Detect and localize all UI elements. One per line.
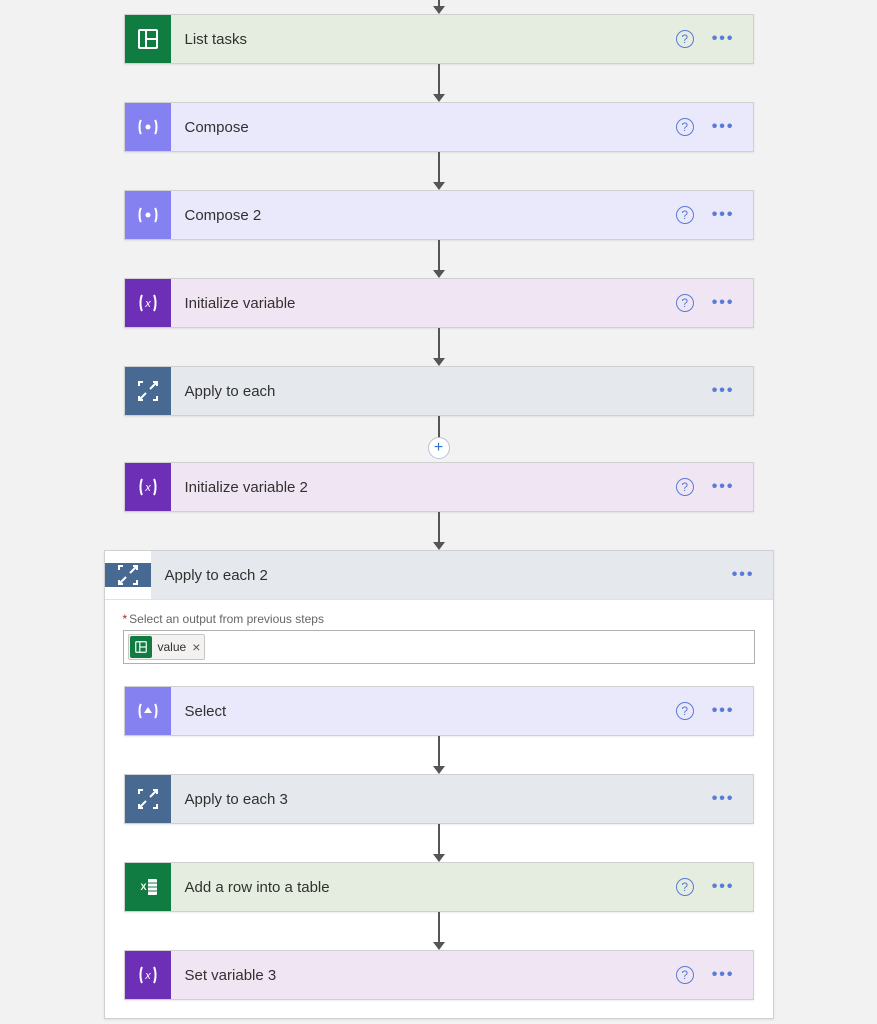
output-field-label: *Select an output from previous steps bbox=[123, 612, 755, 626]
more-icon[interactable]: ••• bbox=[708, 30, 739, 48]
step-list-tasks[interactable]: List tasks ? ••• bbox=[124, 14, 754, 64]
more-icon[interactable]: ••• bbox=[708, 118, 739, 136]
step-title: List tasks bbox=[185, 31, 676, 48]
more-icon[interactable]: ••• bbox=[708, 878, 739, 896]
add-step-button[interactable]: + bbox=[428, 437, 450, 459]
help-icon[interactable]: ? bbox=[676, 30, 694, 48]
required-asterisk: * bbox=[123, 612, 128, 626]
more-icon[interactable]: ••• bbox=[708, 790, 739, 808]
more-icon[interactable]: ••• bbox=[708, 966, 739, 984]
svg-text:x: x bbox=[144, 482, 151, 494]
loop-icon bbox=[105, 563, 151, 587]
help-icon[interactable]: ? bbox=[676, 294, 694, 312]
token-label: value bbox=[158, 640, 187, 654]
step-initialize-variable[interactable]: x Initialize variable ? ••• bbox=[124, 278, 754, 328]
help-icon[interactable]: ? bbox=[676, 478, 694, 496]
step-title: Add a row into a table bbox=[185, 879, 676, 896]
more-icon[interactable]: ••• bbox=[708, 702, 739, 720]
token-remove-icon[interactable]: × bbox=[192, 639, 200, 655]
help-icon[interactable]: ? bbox=[676, 118, 694, 136]
more-icon[interactable]: ••• bbox=[708, 294, 739, 312]
step-apply-to-each-3[interactable]: Apply to each 3 ••• bbox=[124, 774, 754, 824]
more-icon[interactable]: ••• bbox=[708, 382, 739, 400]
step-title: Compose 2 bbox=[185, 207, 676, 224]
loop-icon bbox=[125, 367, 171, 415]
select-icon bbox=[125, 687, 171, 735]
step-select[interactable]: Select ? ••• bbox=[124, 686, 754, 736]
step-title: Set variable 3 bbox=[185, 967, 676, 984]
step-title: Select bbox=[185, 703, 676, 720]
compose-icon bbox=[125, 103, 171, 151]
svg-text:X: X bbox=[140, 882, 146, 892]
variable-icon: x bbox=[125, 463, 171, 511]
step-title: Compose bbox=[185, 119, 676, 136]
excel-icon: X bbox=[125, 863, 171, 911]
planner-icon bbox=[125, 15, 171, 63]
step-compose-2[interactable]: Compose 2 ? ••• bbox=[124, 190, 754, 240]
help-icon[interactable]: ? bbox=[676, 206, 694, 224]
compose-icon bbox=[125, 191, 171, 239]
more-icon[interactable]: ••• bbox=[708, 478, 739, 496]
step-apply-to-each[interactable]: Apply to each ••• bbox=[124, 366, 754, 416]
svg-text:x: x bbox=[144, 970, 151, 982]
token-value[interactable]: value × bbox=[128, 634, 206, 660]
step-title: Apply to each 3 bbox=[185, 791, 708, 808]
step-apply-to-each-2-expanded: Apply to each 2 ••• *Select an output fr… bbox=[104, 550, 774, 1019]
loop-icon bbox=[125, 775, 171, 823]
svg-text:x: x bbox=[144, 298, 151, 310]
help-icon[interactable]: ? bbox=[676, 878, 694, 896]
step-apply-to-each-2-header[interactable]: Apply to each 2 ••• bbox=[105, 551, 773, 600]
step-title: Apply to each bbox=[185, 383, 708, 400]
step-title: Initialize variable bbox=[185, 295, 676, 312]
step-initialize-variable-2[interactable]: x Initialize variable 2 ? ••• bbox=[124, 462, 754, 512]
help-icon[interactable]: ? bbox=[676, 702, 694, 720]
step-title: Apply to each 2 bbox=[165, 567, 728, 584]
variable-icon: x bbox=[125, 951, 171, 999]
help-icon[interactable]: ? bbox=[676, 966, 694, 984]
step-add-row-into-table[interactable]: X Add a row into a table ? ••• bbox=[124, 862, 754, 912]
output-token-input[interactable]: value × bbox=[123, 630, 755, 664]
variable-icon: x bbox=[125, 279, 171, 327]
more-icon[interactable]: ••• bbox=[708, 206, 739, 224]
step-title: Initialize variable 2 bbox=[185, 479, 676, 496]
step-compose[interactable]: Compose ? ••• bbox=[124, 102, 754, 152]
more-icon[interactable]: ••• bbox=[728, 566, 759, 584]
planner-icon bbox=[130, 636, 152, 658]
step-set-variable-3[interactable]: x Set variable 3 ? ••• bbox=[124, 950, 754, 1000]
